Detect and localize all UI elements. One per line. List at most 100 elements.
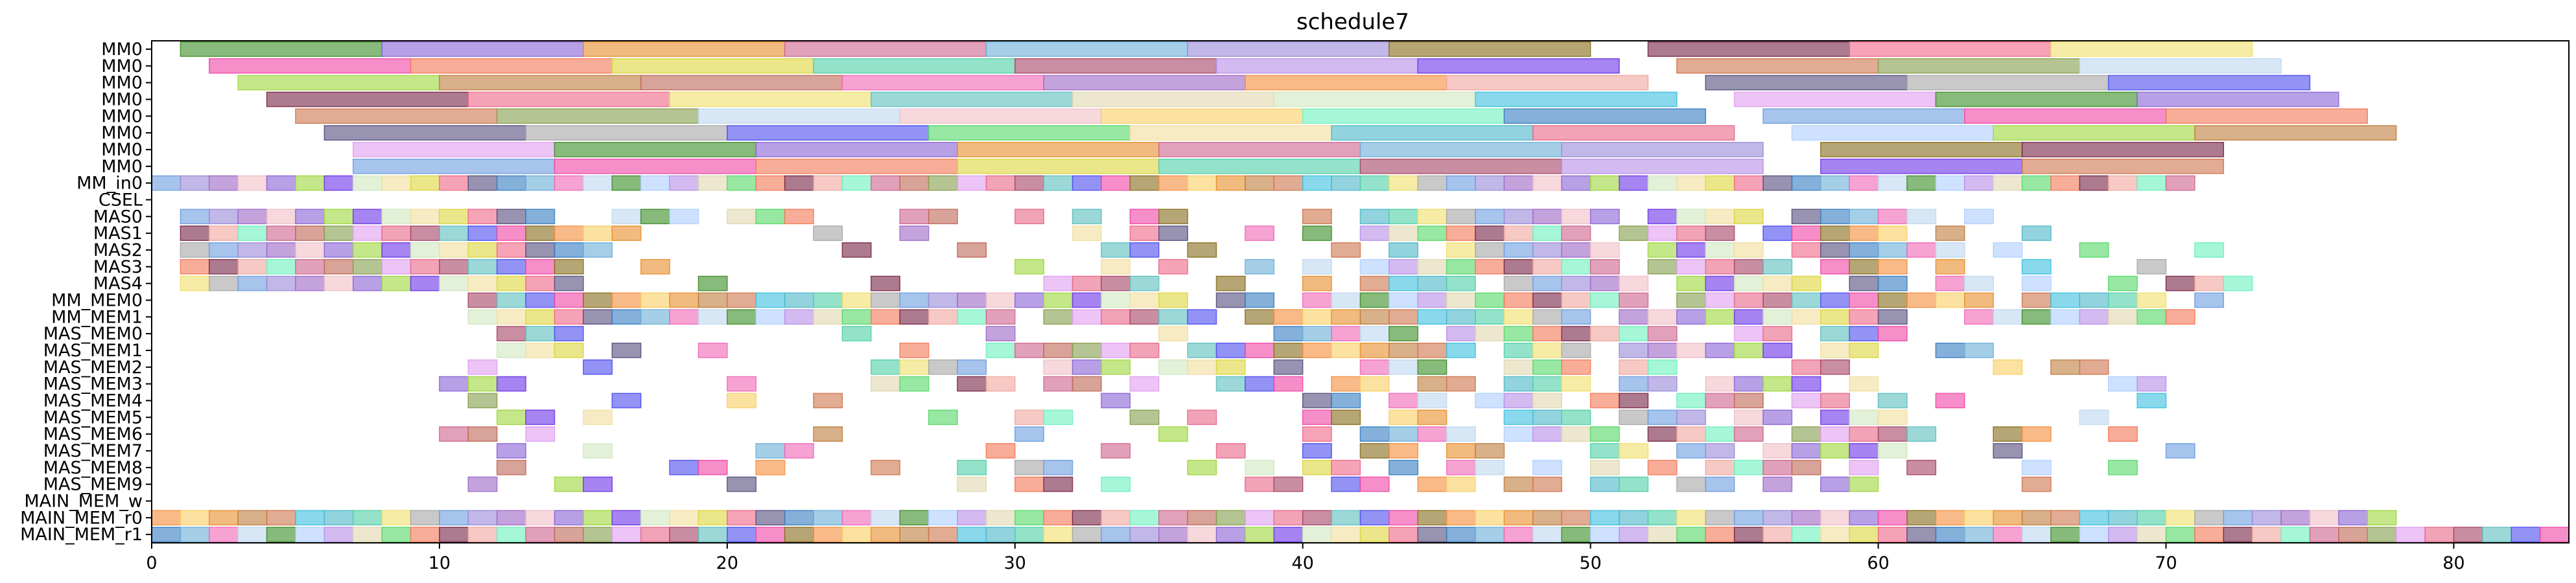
task-bar <box>1389 427 1418 441</box>
task-bar <box>1879 510 1907 525</box>
task-bar <box>180 176 209 190</box>
task-bar <box>1677 226 1705 240</box>
x-tick-label: 70 <box>2155 553 2177 573</box>
task-bar <box>1245 293 1274 307</box>
task-bar <box>1389 393 1418 407</box>
task-bar <box>1562 209 1590 223</box>
task-bar <box>1849 293 1878 307</box>
task-bar <box>1418 176 1446 190</box>
task-bar <box>957 293 986 307</box>
task-bar <box>2079 310 2108 324</box>
task-bar <box>756 461 784 475</box>
task-bar <box>1331 176 1360 190</box>
task-bar <box>2483 527 2511 542</box>
task-bar <box>1619 293 1648 307</box>
task-bar <box>1188 510 1216 525</box>
task-bar <box>1418 209 1446 223</box>
task-bar <box>1533 410 1562 424</box>
task-bar <box>986 444 1014 458</box>
task-bar <box>555 143 756 157</box>
task-bar <box>612 59 814 73</box>
task-bar <box>1879 444 1907 458</box>
task-bar <box>1073 527 1101 542</box>
task-bar <box>497 226 526 240</box>
task-bar <box>555 343 583 358</box>
task-bar <box>1849 276 1878 290</box>
task-bar <box>842 310 871 324</box>
task-bar <box>583 310 612 324</box>
task-bar <box>929 310 957 324</box>
task-bar <box>1389 360 1418 374</box>
task-bar <box>1936 510 1964 525</box>
task-bar <box>180 42 382 56</box>
task-bar <box>324 260 353 274</box>
task-bar <box>1303 310 1331 324</box>
task-bar <box>1274 326 1302 341</box>
task-bar <box>1245 510 1274 525</box>
task-bar <box>583 226 612 240</box>
task-bar <box>468 427 497 441</box>
task-bar <box>1418 376 1446 391</box>
task-bar <box>2022 176 2051 190</box>
task-bar <box>180 209 209 223</box>
task-bar <box>2396 527 2425 542</box>
task-bar <box>2253 510 2281 525</box>
task-bar <box>1792 527 1820 542</box>
task-bar <box>612 310 640 324</box>
task-bar <box>1303 343 1331 358</box>
task-bar <box>1130 310 1158 324</box>
task-bar <box>526 209 554 223</box>
task-bar <box>1418 310 1446 324</box>
task-bar <box>2195 276 2223 290</box>
task-bar <box>1015 176 1044 190</box>
task-bar <box>2281 510 2310 525</box>
task-bar <box>555 260 583 274</box>
task-bar <box>1907 427 1936 441</box>
task-bar <box>2022 226 2051 240</box>
task-bar <box>238 510 266 525</box>
task-bar <box>2453 527 2482 542</box>
task-bar <box>2079 410 2108 424</box>
task-bar <box>698 310 727 324</box>
task-bar <box>1504 260 1532 274</box>
task-bar <box>1705 293 1734 307</box>
task-bar <box>641 510 670 525</box>
task-bar <box>1447 376 1475 391</box>
task-bar <box>2051 293 2079 307</box>
task-bar <box>1879 293 1907 307</box>
task-bar <box>1705 461 1734 475</box>
task-bar <box>1763 260 1792 274</box>
task-bar <box>756 527 784 542</box>
task-bar <box>1389 310 1418 324</box>
task-bar <box>2022 427 2051 441</box>
task-bar <box>468 243 497 257</box>
task-bar <box>526 176 554 190</box>
task-bar <box>1389 42 1591 56</box>
task-bar <box>1821 393 1849 407</box>
x-tick-label: 20 <box>716 553 738 573</box>
task-bar <box>1879 527 1907 542</box>
task-bar <box>526 243 554 257</box>
chart-title: schedule7 <box>1296 9 1409 35</box>
task-bar <box>871 461 900 475</box>
task-bar <box>497 310 526 324</box>
task-bar <box>1389 293 1418 307</box>
task-bar <box>1619 276 1648 290</box>
task-bar <box>1648 360 1676 374</box>
task-bar <box>1447 75 1648 89</box>
task-bar <box>814 310 842 324</box>
task-bar <box>1159 159 1361 174</box>
task-bar <box>1331 243 1360 257</box>
task-bar <box>1792 209 1820 223</box>
task-bar <box>526 427 554 441</box>
task-bar <box>2166 176 2195 190</box>
task-bar <box>1735 276 1763 290</box>
task-bar <box>612 209 640 223</box>
task-bar <box>1849 343 1878 358</box>
task-bar <box>1101 109 1303 123</box>
task-bar <box>1735 510 1763 525</box>
task-bar <box>957 527 986 542</box>
task-bar <box>1504 410 1532 424</box>
task-bar <box>1361 209 1389 223</box>
task-bar <box>526 343 554 358</box>
